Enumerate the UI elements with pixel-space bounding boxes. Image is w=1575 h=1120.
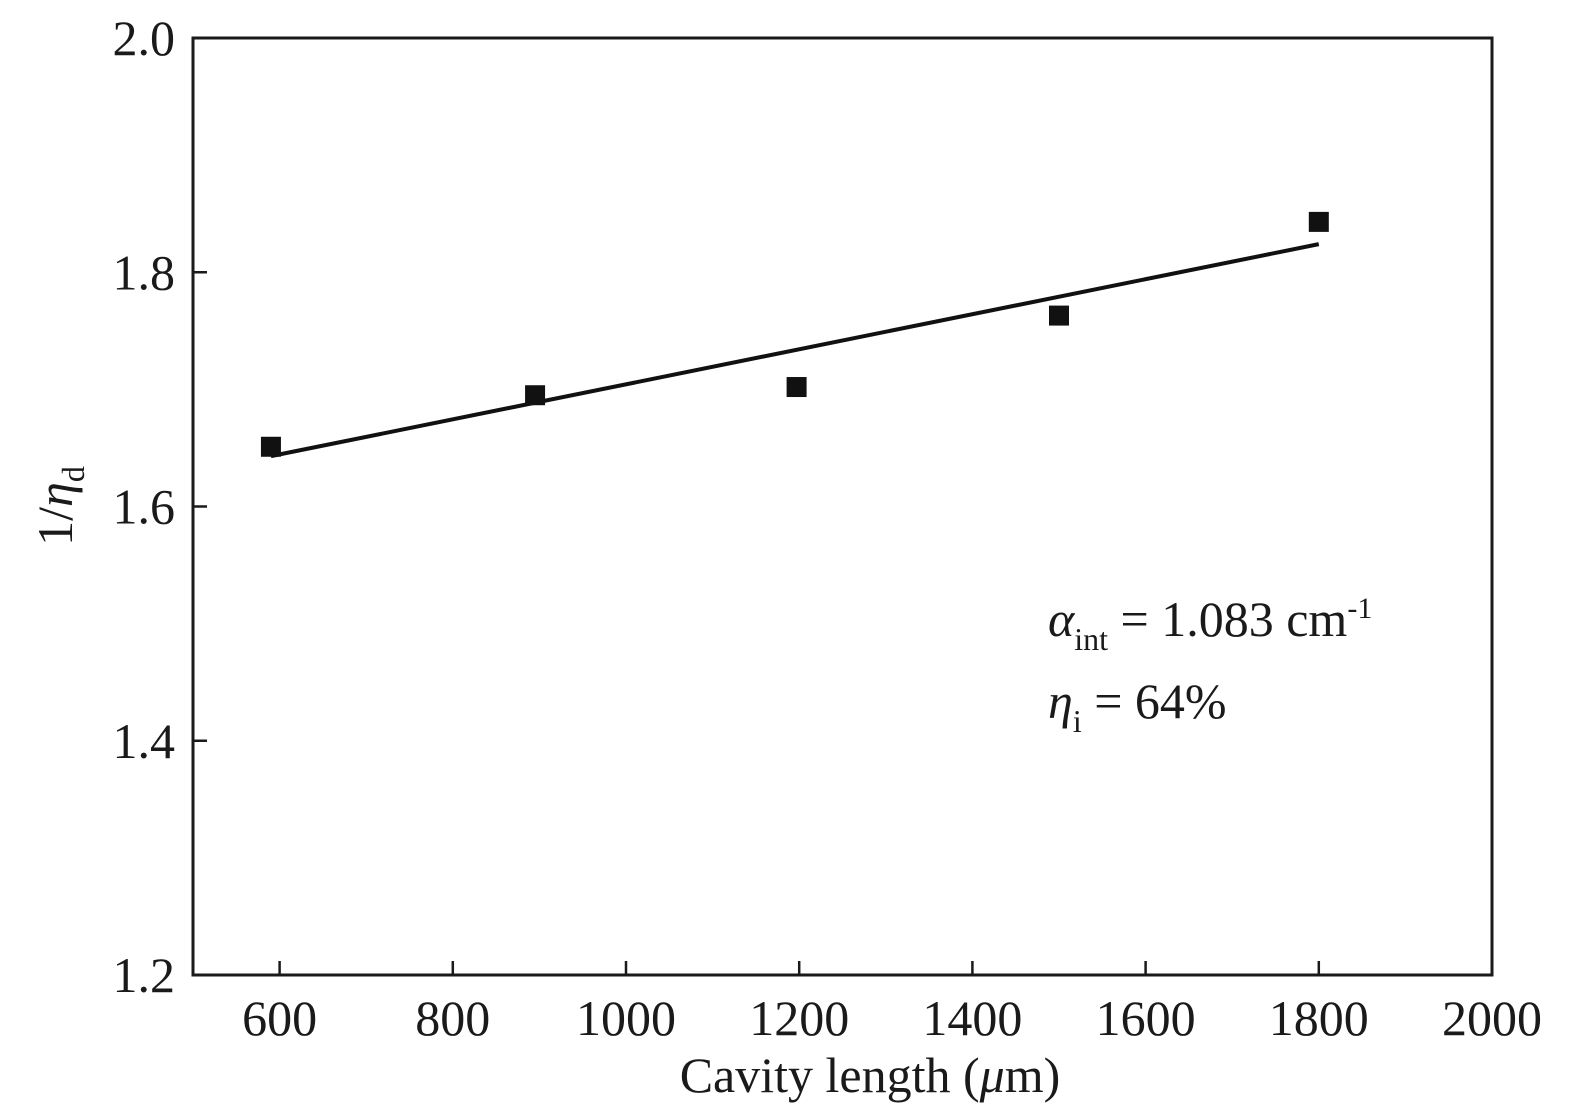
data-point-4 — [1049, 305, 1069, 326]
y-tick-label: 1.2 — [113, 947, 176, 1003]
data-point-1 — [260, 436, 281, 457]
x-axis-ticks: 600 800 1000 1200 1400 1600 1800 2000 — [242, 961, 1542, 1046]
x-tick-label: 1000 — [576, 990, 676, 1046]
y-tick-label: 1.4 — [113, 713, 176, 769]
fit-line — [270, 242, 1320, 459]
y-tick-label: 1.6 — [113, 479, 176, 535]
x-tick-label: 1200 — [749, 990, 849, 1046]
y-axis-ticks: 1.2 1.4 1.6 1.8 2.0 — [113, 10, 207, 1003]
x-tick-label: 600 — [242, 990, 317, 1046]
x-tick-label: 800 — [415, 990, 490, 1046]
y-axis-title: 1/ηd — [27, 466, 91, 546]
y-tick-label: 1.8 — [113, 244, 176, 300]
y-tick-label: 2.0 — [113, 10, 176, 66]
data-point-2 — [525, 385, 546, 406]
data-point-5 — [1308, 211, 1329, 232]
data-point-3 — [786, 377, 807, 398]
x-tick-label: 2000 — [1442, 990, 1542, 1046]
x-tick-label: 1800 — [1269, 990, 1369, 1046]
fit-line-group — [270, 242, 1320, 459]
plot-frame — [191, 36, 1494, 977]
x-tick-label: 1400 — [922, 990, 1022, 1046]
annotation-alpha-int: αint = 1.083 cm-1 — [1048, 591, 1372, 657]
annotation-eta-i: ηi = 64% — [1048, 673, 1227, 739]
x-axis-title: Cavity length (μm) — [680, 1047, 1061, 1103]
x-tick-label: 1600 — [1096, 990, 1196, 1046]
data-points — [260, 211, 1329, 457]
